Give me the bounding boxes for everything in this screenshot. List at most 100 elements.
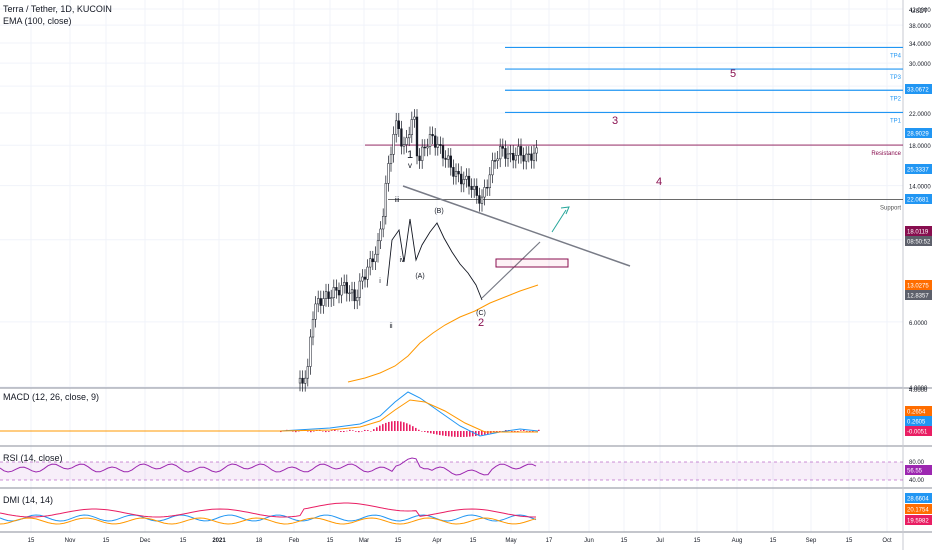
horizontal-levels: TP4 TP3 TP2 TP1 Resistance Support <box>365 46 903 212</box>
macd-histogram-bar <box>397 421 399 431</box>
candle-body <box>423 146 426 149</box>
time-tick-label: 15 <box>846 538 853 544</box>
macd-histogram-bar <box>322 430 324 432</box>
macd-histogram-bar <box>472 431 474 437</box>
macd-histogram-bar <box>388 421 390 431</box>
candle-body <box>363 276 367 280</box>
time-tick-label: Dec <box>140 538 151 544</box>
candle-body <box>330 297 333 299</box>
rsi-legend[interactable]: RSI (14, close) <box>3 453 63 463</box>
candle-body <box>460 173 463 185</box>
candle-body <box>397 120 400 129</box>
time-tick-label: May <box>505 538 516 544</box>
macd-histogram-bar <box>331 430 333 431</box>
candle-body <box>475 185 478 196</box>
candle-body <box>340 285 343 296</box>
macd-histogram-bar <box>391 421 393 431</box>
wave-label: (A) <box>415 273 424 280</box>
candle-body <box>447 155 450 160</box>
candle-body <box>512 152 515 161</box>
wave-label: iv <box>399 257 405 264</box>
candle-body <box>332 287 335 298</box>
level-label: TP4 <box>890 53 902 59</box>
price-tick-label: 4.0000 <box>909 386 928 392</box>
level-label: TP3 <box>890 75 902 81</box>
indicator-badge-label: 56.55 <box>907 469 923 475</box>
candle-body <box>356 297 359 302</box>
price-tick-label: 34.0000 <box>909 42 931 48</box>
macd-histogram-bar <box>307 431 309 432</box>
candle-body <box>327 291 330 299</box>
time-axis[interactable]: 15 Nov 15 Dec 15 2021 18 Feb 15 Mar 15 Apr 15 May 17 Ju… <box>28 538 892 544</box>
level-label: Support <box>880 206 901 212</box>
elliott-wave-path <box>386 218 483 301</box>
candle-body <box>376 240 380 255</box>
macd-histogram-bar <box>478 431 480 436</box>
wave-label: 2 <box>478 317 484 329</box>
candle-body <box>415 116 419 157</box>
macd-histogram-bar <box>358 431 360 433</box>
candle-body <box>301 377 304 384</box>
macd-histogram-bar <box>340 431 342 432</box>
macd-histogram-bar <box>520 430 522 431</box>
macd-histogram-bar <box>415 427 417 431</box>
ema-legend[interactable]: EMA (100, close) <box>3 16 72 26</box>
price-badge-label: 13.0275 <box>907 284 929 290</box>
indicator-badge <box>905 515 932 525</box>
level-label: Resistance <box>871 151 901 157</box>
candle-body <box>408 134 411 139</box>
dmi-legend[interactable]: DMI (14, 14) <box>3 495 54 505</box>
rsi-tick-label: 80.00 <box>909 460 925 466</box>
time-tick-label: Mar <box>359 538 369 544</box>
macd-histogram-bar <box>436 431 438 435</box>
time-tick-label: 17 <box>546 538 553 544</box>
wave-label: iii <box>395 197 400 204</box>
price-badge-label: 12.8357 <box>907 294 929 300</box>
candle-body <box>418 155 421 161</box>
signal-line <box>0 399 538 433</box>
macd-histogram-bar <box>352 430 354 431</box>
time-tick-label: 15 <box>327 538 334 544</box>
time-tick-label: 15 <box>28 538 35 544</box>
candle-body <box>309 336 312 367</box>
drawings <box>386 185 631 301</box>
candle-body <box>421 146 424 161</box>
candle-body <box>480 196 484 204</box>
time-tick-label: Jul <box>656 538 664 544</box>
candle-body <box>501 146 504 149</box>
price-badge <box>905 236 932 246</box>
time-tick-label: Apr <box>432 538 441 544</box>
candle-body <box>314 303 317 320</box>
candle-body <box>431 134 434 137</box>
candle-body <box>337 290 341 296</box>
indicator-badge-label: 28.6604 <box>907 497 929 503</box>
macd-histogram-bar <box>379 425 381 431</box>
candle-body <box>486 187 489 189</box>
rsi-line <box>0 457 537 476</box>
indicator-badge <box>905 416 932 426</box>
time-tick-label: 15 <box>770 538 777 544</box>
candle-body <box>444 157 447 160</box>
macd-histogram-bar <box>373 429 375 431</box>
symbol-title[interactable]: Terra / Tether, 1D, KUCOIN <box>3 4 112 14</box>
time-tick-label: Sep <box>806 538 817 544</box>
macd-histogram-bar <box>406 423 408 431</box>
candle-body <box>384 183 387 217</box>
wave-label: (B) <box>434 208 443 215</box>
candle-body <box>343 282 346 286</box>
macd-histogram-bar <box>367 430 369 431</box>
macd-histogram-bar <box>292 431 294 432</box>
macd-histogram-bar <box>496 431 498 432</box>
indicator-badge <box>905 504 932 514</box>
candle-body <box>350 289 354 294</box>
candle-body <box>509 152 512 155</box>
candle-body <box>462 179 465 185</box>
indicator-badge <box>905 465 932 475</box>
rsi-band <box>0 462 903 480</box>
wave-label: v <box>408 161 412 170</box>
candle-body <box>457 170 460 175</box>
macd-legend[interactable]: MACD (12, 26, close, 9) <box>3 392 100 402</box>
candle-body <box>517 146 520 156</box>
macd-histogram-bar <box>433 431 435 434</box>
